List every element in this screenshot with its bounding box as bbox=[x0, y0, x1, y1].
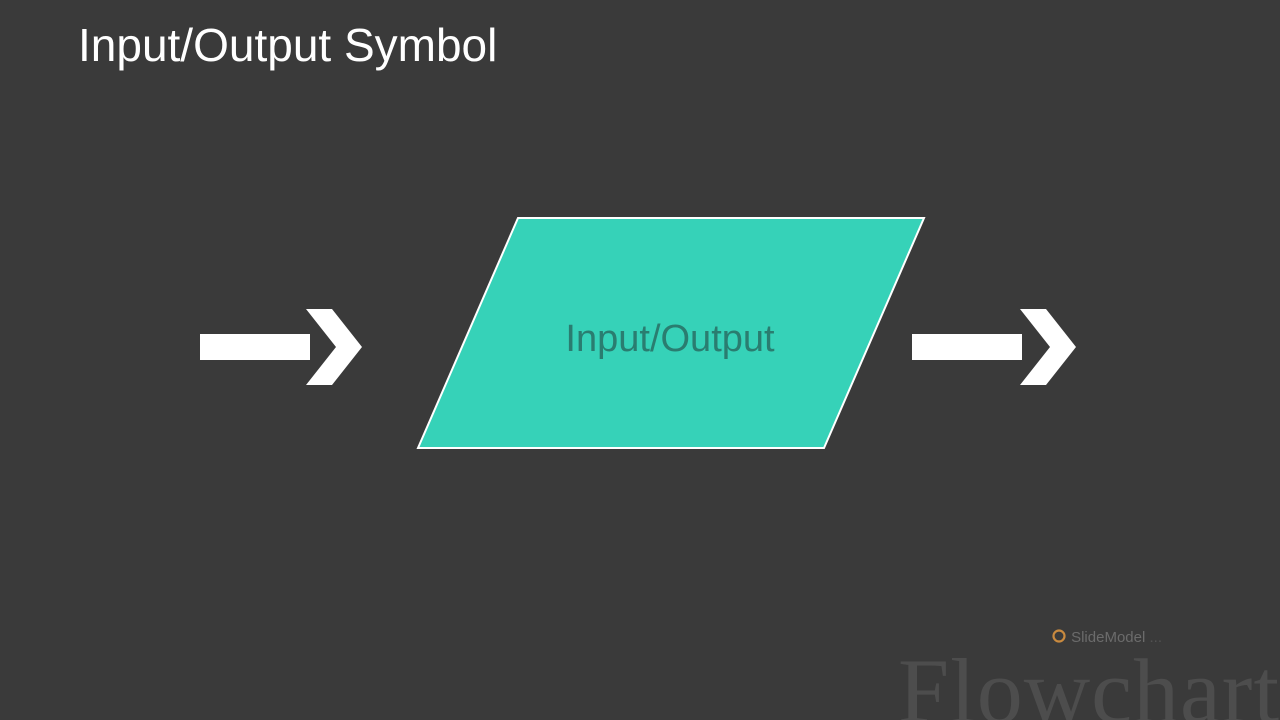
arrow-right-icon bbox=[912, 309, 1076, 385]
ring-icon bbox=[1051, 628, 1067, 644]
ring-stroke bbox=[1053, 631, 1064, 642]
io-parallelogram bbox=[418, 218, 924, 448]
slide: Input/Output Symbol Input/Output Flowcha… bbox=[0, 0, 1280, 720]
arrow-left-head bbox=[306, 309, 362, 385]
watermark-slidemodel: SlideModel ... bbox=[1051, 628, 1162, 646]
arrow-right-head bbox=[1020, 309, 1076, 385]
flowchart-diagram bbox=[0, 0, 1280, 720]
watermark-dots: ... bbox=[1149, 629, 1162, 646]
arrow-right-tail bbox=[912, 334, 1022, 360]
watermark-flowchart: Flowchart bbox=[898, 638, 1280, 720]
watermark-slidemodel-text: SlideModel bbox=[1071, 629, 1145, 646]
arrow-left-tail bbox=[200, 334, 310, 360]
arrow-left-icon bbox=[200, 309, 362, 385]
